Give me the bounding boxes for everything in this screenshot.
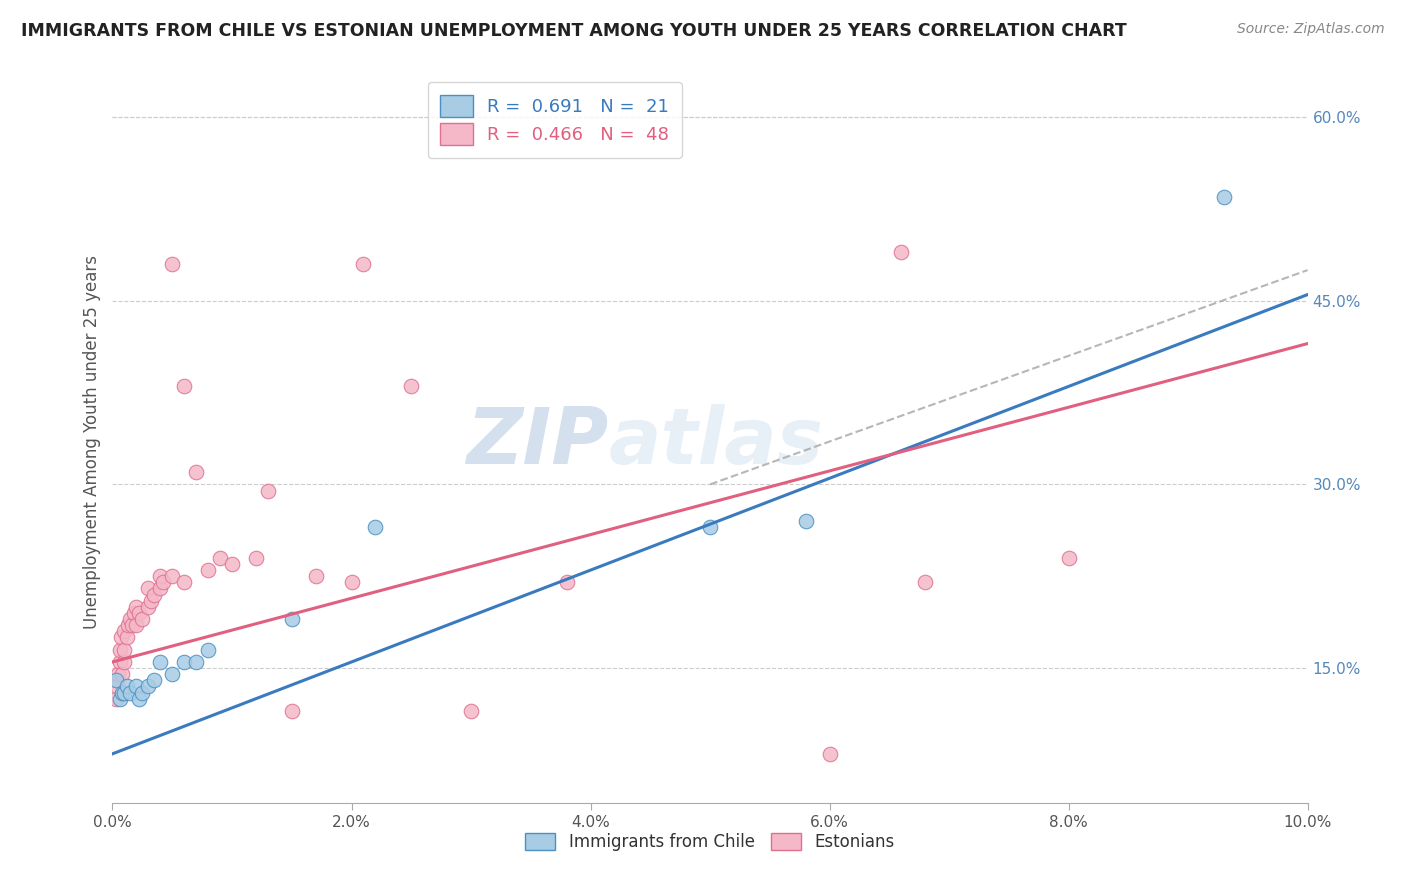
- Point: [139, 593, 162, 607]
- Point: [111, 667, 134, 681]
- Point: [305, 569, 328, 583]
- Point: [114, 624, 135, 639]
- Point: [794, 514, 817, 528]
- Point: [173, 575, 195, 590]
- Point: [107, 667, 129, 681]
- Point: [281, 612, 304, 626]
- Point: [186, 465, 208, 479]
- Point: [152, 575, 174, 590]
- Point: [401, 379, 423, 393]
- Point: [114, 685, 135, 699]
- Point: [162, 667, 183, 681]
- Point: [138, 599, 160, 614]
- Point: [555, 575, 578, 590]
- Point: [245, 550, 267, 565]
- Point: [149, 569, 172, 583]
- Point: [143, 588, 166, 602]
- Point: [143, 673, 166, 688]
- Point: [125, 618, 148, 632]
- Point: [162, 569, 183, 583]
- Point: [209, 550, 232, 565]
- Point: [105, 691, 128, 706]
- Point: [197, 642, 219, 657]
- Point: [104, 673, 127, 688]
- Point: [364, 520, 387, 534]
- Point: [115, 631, 138, 645]
- Point: [114, 655, 135, 669]
- Point: [105, 673, 128, 688]
- Point: [120, 685, 142, 699]
- Point: [122, 606, 145, 620]
- Point: [197, 563, 219, 577]
- Point: [281, 704, 304, 718]
- Point: [111, 685, 134, 699]
- Point: [221, 557, 243, 571]
- Point: [110, 631, 132, 645]
- Point: [125, 680, 148, 694]
- Point: [1057, 550, 1080, 565]
- Point: [149, 582, 172, 596]
- Text: ZIP: ZIP: [467, 403, 609, 480]
- Point: [138, 680, 160, 694]
- Point: [108, 642, 131, 657]
- Text: IMMIGRANTS FROM CHILE VS ESTONIAN UNEMPLOYMENT AMONG YOUTH UNDER 25 YEARS CORREL: IMMIGRANTS FROM CHILE VS ESTONIAN UNEMPL…: [21, 22, 1126, 40]
- Point: [257, 483, 280, 498]
- Point: [128, 691, 150, 706]
- Point: [120, 612, 142, 626]
- Point: [353, 257, 375, 271]
- Point: [173, 655, 195, 669]
- Text: atlas: atlas: [609, 403, 824, 480]
- Point: [128, 606, 150, 620]
- Point: [138, 582, 160, 596]
- Point: [149, 655, 172, 669]
- Text: Source: ZipAtlas.com: Source: ZipAtlas.com: [1237, 22, 1385, 37]
- Point: [105, 680, 128, 694]
- Point: [131, 612, 153, 626]
- Point: [890, 244, 912, 259]
- Point: [108, 655, 131, 669]
- Point: [340, 575, 363, 590]
- Point: [186, 655, 208, 669]
- Point: [131, 685, 153, 699]
- Point: [114, 642, 135, 657]
- Point: [173, 379, 195, 393]
- Point: [115, 680, 138, 694]
- Point: [460, 704, 482, 718]
- Point: [1213, 189, 1236, 203]
- Point: [121, 618, 143, 632]
- Point: [818, 747, 841, 761]
- Point: [108, 691, 131, 706]
- Legend: Immigrants from Chile, Estonians: Immigrants from Chile, Estonians: [517, 825, 903, 860]
- Point: [699, 520, 721, 534]
- Point: [117, 618, 139, 632]
- Point: [125, 599, 148, 614]
- Point: [162, 257, 183, 271]
- Point: [914, 575, 936, 590]
- Y-axis label: Unemployment Among Youth under 25 years: Unemployment Among Youth under 25 years: [83, 254, 101, 629]
